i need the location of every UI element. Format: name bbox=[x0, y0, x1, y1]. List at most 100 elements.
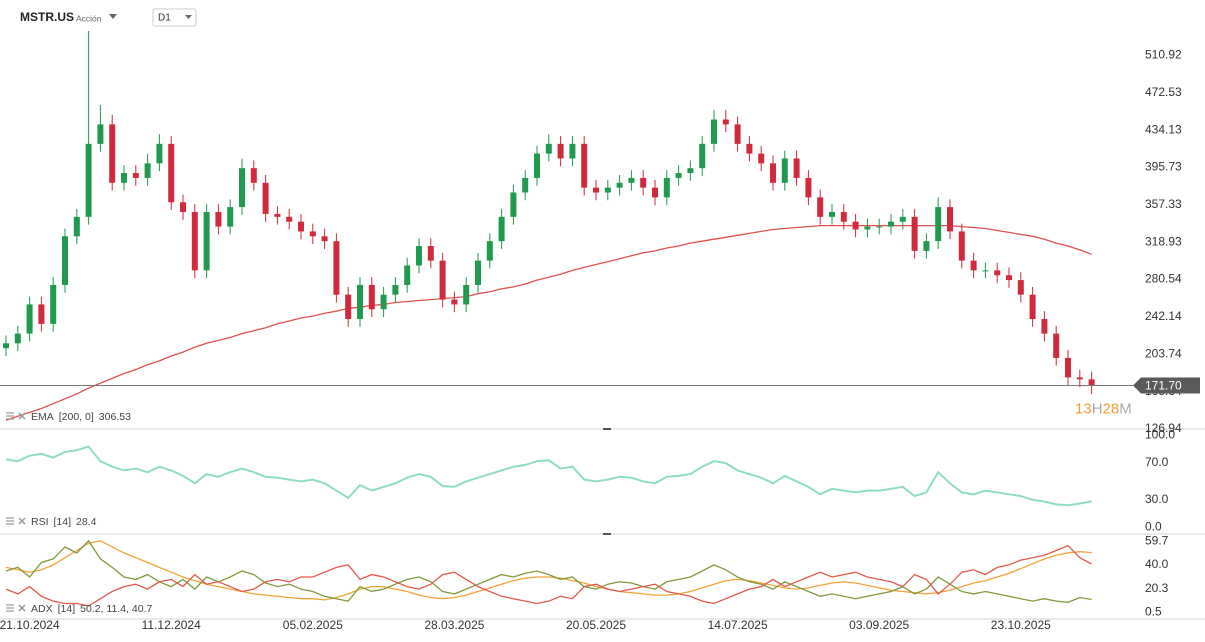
candle-body bbox=[14, 333, 21, 344]
candle-body bbox=[1041, 319, 1048, 334]
y-tick-label: 280.54 bbox=[1145, 272, 1182, 286]
y-tick-label: 0.0 bbox=[1145, 519, 1162, 533]
candle-body bbox=[722, 119, 729, 125]
candle-body bbox=[805, 177, 812, 198]
dropdown-arrow[interactable] bbox=[109, 14, 117, 19]
y-tick-label: 318.93 bbox=[1145, 234, 1182, 248]
legend-name: EMA bbox=[31, 411, 54, 423]
y-tick-label: 40.0 bbox=[1145, 557, 1169, 571]
candle-body bbox=[286, 216, 293, 222]
y-tick-label: 30.0 bbox=[1145, 492, 1169, 506]
y-tick-label: 70.0 bbox=[1145, 455, 1169, 469]
candle-body bbox=[132, 173, 139, 178]
candle-body bbox=[711, 119, 717, 144]
x-tick-label: 20.05.2025 bbox=[566, 618, 626, 632]
candle-body bbox=[1076, 377, 1083, 380]
legend-menu-icon[interactable] bbox=[6, 517, 14, 525]
candle-body bbox=[852, 221, 859, 230]
indicator-legends: EMA [200, 0] 306.53 RSI [14] 28.4 ADX [14] 50.2,… bbox=[6, 411, 152, 615]
candle-body bbox=[604, 187, 611, 193]
candle-body bbox=[781, 158, 788, 183]
candle-body bbox=[73, 216, 80, 237]
candle-body bbox=[534, 153, 540, 178]
candle-body bbox=[274, 213, 281, 217]
legend-close-icon[interactable] bbox=[18, 604, 26, 612]
candle-body bbox=[26, 304, 33, 334]
candle-body bbox=[1006, 275, 1012, 281]
indicator-line bbox=[5, 224, 1092, 421]
y-tick-label: 434.13 bbox=[1145, 122, 1182, 136]
candle-body bbox=[1017, 280, 1024, 295]
candle-body bbox=[486, 241, 493, 261]
candle-body bbox=[958, 231, 965, 261]
candle-body bbox=[876, 226, 883, 228]
timeframe: D1 bbox=[158, 13, 171, 24]
candle-body bbox=[628, 177, 635, 183]
candle-body bbox=[545, 143, 552, 154]
candle-body bbox=[947, 207, 953, 232]
x-tick-label: 05.02.2025 bbox=[283, 618, 343, 632]
legend-menu-icon[interactable] bbox=[6, 412, 14, 420]
candle-body bbox=[581, 143, 588, 188]
x-tick-label: 21.10.2024 bbox=[0, 618, 60, 632]
candle-body bbox=[569, 143, 576, 159]
dropdown-arrow[interactable] bbox=[185, 15, 192, 19]
x-tick-label: 11.12.2024 bbox=[142, 618, 201, 632]
candle-body bbox=[262, 182, 269, 214]
y-tick-label: 0.5 bbox=[1145, 605, 1162, 619]
countdown-part: M bbox=[1119, 400, 1132, 417]
candle-body bbox=[593, 187, 599, 193]
legend-params: [200, 0] bbox=[59, 411, 94, 423]
candle-body bbox=[62, 236, 68, 285]
legend-value-label: 28.4 bbox=[76, 516, 97, 528]
candle-body bbox=[475, 260, 481, 285]
legend-menu-icon[interactable] bbox=[6, 604, 14, 612]
candle-body bbox=[333, 241, 340, 295]
legend-params: [14] bbox=[54, 516, 72, 528]
candle-body bbox=[770, 163, 776, 183]
candle-body bbox=[923, 241, 930, 251]
legend-name: RSI bbox=[31, 516, 49, 528]
candle-body bbox=[3, 343, 9, 349]
y-tick-label: 242.14 bbox=[1145, 309, 1182, 323]
candle-body bbox=[687, 168, 694, 174]
candle-body bbox=[888, 221, 894, 227]
candle-body bbox=[829, 211, 835, 217]
timeframe-select[interactable] bbox=[152, 8, 197, 27]
candle-body bbox=[522, 177, 529, 193]
candle-body bbox=[156, 143, 163, 164]
indicator-line bbox=[5, 544, 1092, 607]
candle-body bbox=[699, 143, 706, 169]
candle-body bbox=[239, 168, 245, 208]
symbol[interactable]: MSTR.US bbox=[20, 10, 74, 24]
candle-body bbox=[144, 163, 151, 178]
price-label: 171.70 bbox=[1145, 379, 1182, 393]
candle-body bbox=[817, 197, 824, 217]
candle-body bbox=[97, 124, 104, 144]
indicator-legend: EMA [200, 0] 306.53 bbox=[31, 411, 131, 423]
candle-body bbox=[1029, 294, 1036, 320]
candle-body bbox=[557, 143, 564, 159]
candle-body bbox=[451, 299, 458, 305]
candle-body bbox=[121, 173, 127, 183]
candle-body bbox=[180, 202, 186, 212]
legend-value-label: 50.2, 11.4, 40.7 bbox=[80, 603, 152, 615]
candle-body bbox=[982, 270, 989, 272]
x-tick-label: 14.07.2025 bbox=[708, 618, 768, 632]
candle-body bbox=[392, 284, 399, 295]
candle-body bbox=[50, 284, 57, 324]
candle-body bbox=[616, 182, 623, 188]
candle-body bbox=[652, 187, 658, 198]
y-tick-label: 203.74 bbox=[1145, 346, 1182, 360]
candle-body bbox=[498, 216, 505, 242]
candle-body bbox=[1088, 379, 1095, 386]
legend-close-icon[interactable] bbox=[18, 412, 26, 420]
y-tick-label: 126.94 bbox=[1145, 421, 1182, 435]
candle-body bbox=[758, 153, 765, 164]
legend-close-icon[interactable] bbox=[18, 517, 26, 525]
countdown-part: 28 bbox=[1103, 400, 1120, 417]
candle-body bbox=[38, 304, 45, 324]
candle-body bbox=[840, 211, 847, 222]
indicator-line bbox=[5, 540, 1092, 601]
